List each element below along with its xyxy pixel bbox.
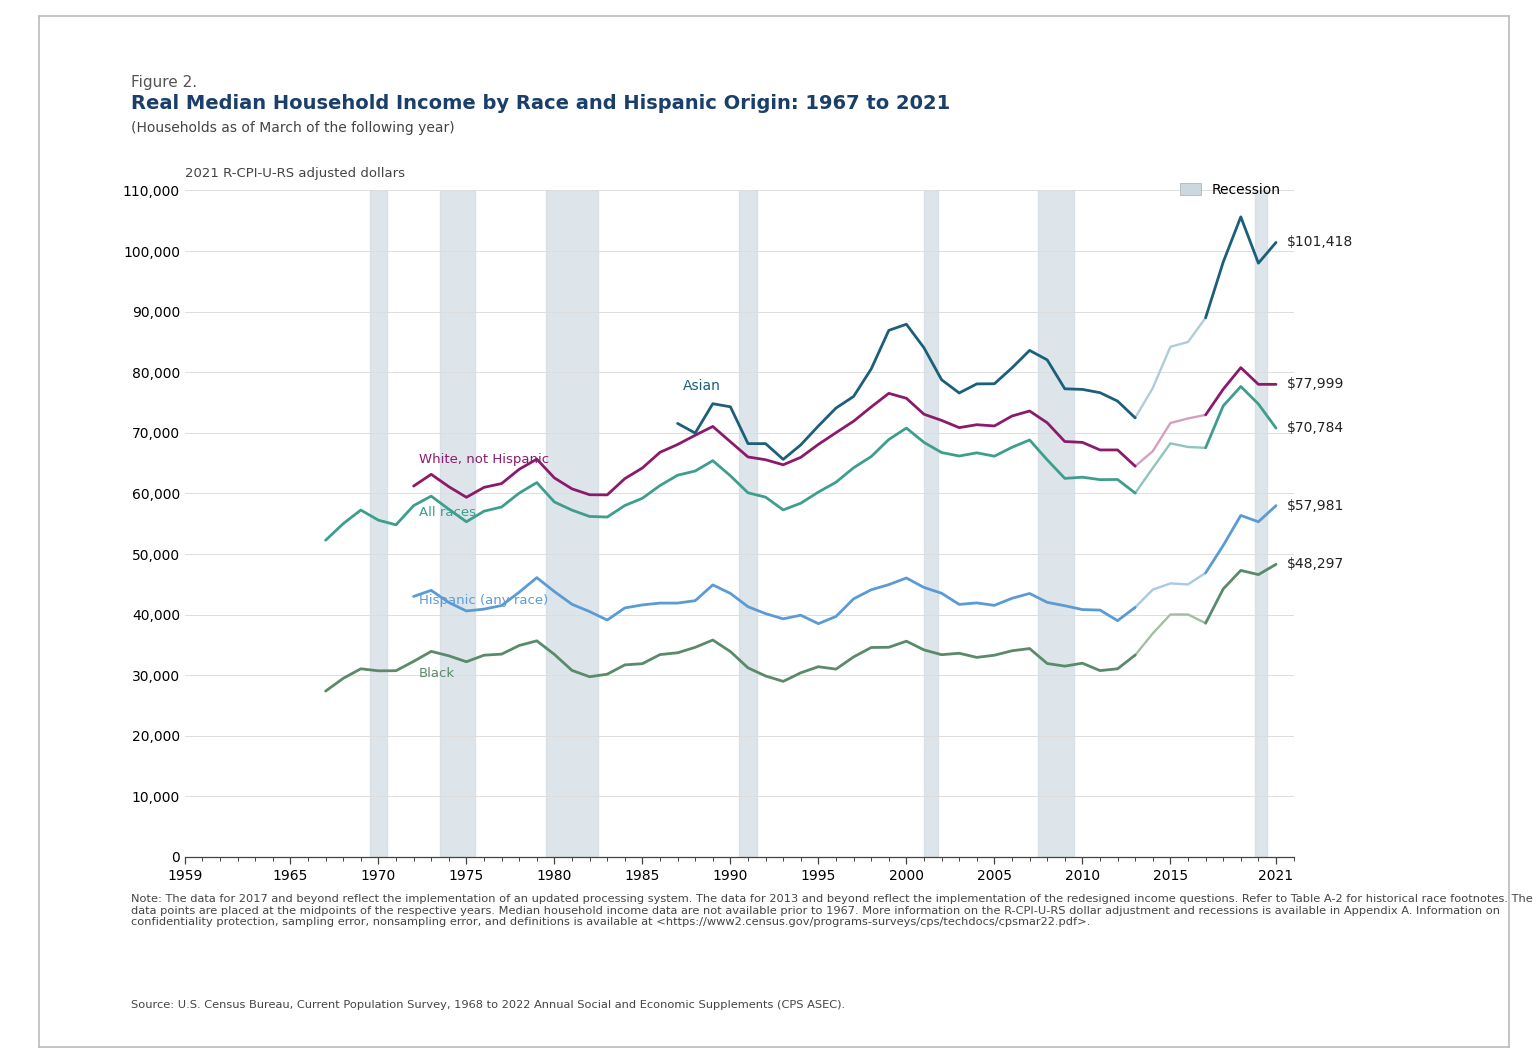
Text: All races: All races — [419, 506, 476, 518]
Text: $101,418: $101,418 — [1286, 236, 1352, 250]
Text: Note: The data for 2017 and beyond reflect the implementation of an updated proc: Note: The data for 2017 and beyond refle… — [131, 894, 1532, 927]
Text: $48,297: $48,297 — [1286, 558, 1344, 571]
Text: $57,981: $57,981 — [1286, 498, 1344, 513]
Bar — [1038, 190, 1073, 857]
Text: Real Median Household Income by Race and Hispanic Origin: 1967 to 2021: Real Median Household Income by Race and… — [131, 94, 950, 113]
Bar — [739, 190, 756, 857]
Text: (Households as of March of the following year): (Households as of March of the following… — [131, 122, 454, 135]
Bar — [545, 190, 599, 857]
Text: Figure 2.: Figure 2. — [131, 75, 197, 90]
Text: Asian: Asian — [682, 380, 721, 394]
Text: Black: Black — [419, 667, 454, 680]
Bar — [440, 190, 476, 857]
Text: White, not Hispanic: White, not Hispanic — [419, 453, 548, 467]
Bar — [924, 190, 938, 857]
Text: 2021 R-CPI-U-RS adjusted dollars: 2021 R-CPI-U-RS adjusted dollars — [185, 167, 405, 181]
Text: $77,999: $77,999 — [1286, 378, 1344, 391]
Legend: Recession: Recession — [1175, 178, 1286, 202]
Text: $70,784: $70,784 — [1286, 421, 1344, 435]
Text: Hispanic (any race): Hispanic (any race) — [419, 595, 548, 607]
Bar — [370, 190, 387, 857]
Bar — [1255, 190, 1267, 857]
Text: Source: U.S. Census Bureau, Current Population Survey, 1968 to 2022 Annual Socia: Source: U.S. Census Bureau, Current Popu… — [131, 1000, 845, 1009]
